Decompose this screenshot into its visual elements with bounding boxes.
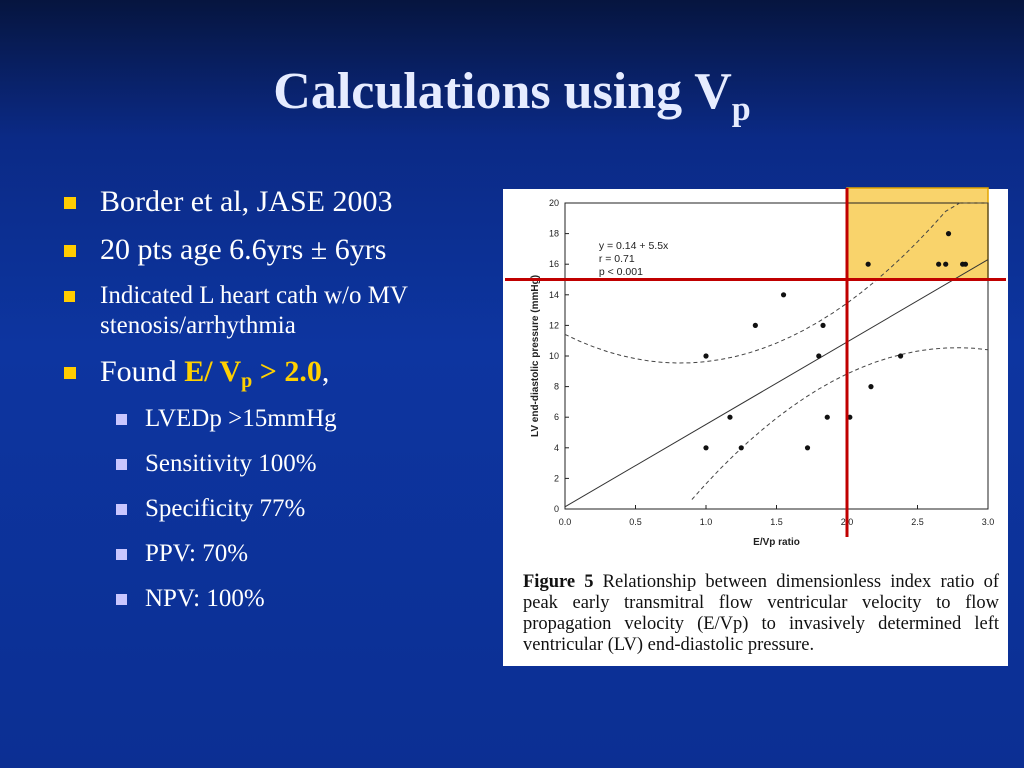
caption-label: Figure 5 — [523, 572, 594, 592]
data-point — [865, 261, 871, 267]
sub-bullet-4-text: PPV: 70% — [145, 540, 249, 567]
y-tick-label: 6 — [554, 412, 559, 422]
regression-annotation: y = 0.14 + 5.5x — [599, 240, 669, 252]
data-point — [780, 292, 787, 298]
sub-bullet-square-icon — [116, 594, 127, 605]
sub-bullet-4: PPV: 70% — [60, 539, 480, 569]
y-tick-label: 8 — [554, 382, 559, 392]
bullet-square-icon — [64, 197, 76, 209]
sub-bullet-square-icon — [116, 414, 127, 425]
regression-annotation: r = 0.71 — [599, 253, 635, 265]
data-point — [945, 231, 952, 237]
y-tick-label: 10 — [549, 351, 559, 361]
y-tick-label: 16 — [549, 259, 559, 269]
caption-text: Relationship between dimensionless index… — [523, 572, 999, 655]
sub-bullet-2-text: Sensitivity 100% — [145, 450, 317, 477]
upper-confidence-band — [564, 202, 988, 364]
x-tick-label: 0.5 — [629, 517, 642, 527]
slide-title: Calculations using Vp — [0, 62, 1024, 129]
sub-bullet-square-icon — [116, 459, 127, 470]
title-main: Calculations using V — [273, 63, 732, 120]
bullet-list: Border et al, JASE 2003 20 pts age 6.6yr… — [60, 185, 480, 629]
bullet-1: Border et al, JASE 2003 — [60, 185, 480, 219]
ratio-sub: p — [241, 370, 253, 392]
y-tick-label: 20 — [549, 198, 559, 208]
data-point — [824, 414, 830, 420]
lower-confidence-band — [691, 347, 989, 500]
sub-bullet-square-icon — [116, 549, 127, 560]
data-point — [804, 445, 811, 451]
bullet-4-suffix: , — [321, 355, 330, 388]
sub-bullet-5-text: NPV: 100% — [145, 585, 265, 612]
x-axis-label: E/Vp ratio — [753, 537, 800, 548]
figure-caption: Figure 5 Relationship between dimensionl… — [523, 572, 999, 656]
x-tick-label: 3.0 — [982, 517, 995, 527]
bullet-square-icon — [64, 291, 75, 302]
x-tick-label: 1.0 — [700, 517, 713, 527]
sub-bullet-1: LVEDp >15mmHg — [60, 404, 480, 434]
x-tick-label: 1.5 — [770, 517, 783, 527]
y-tick-label: 2 — [554, 473, 559, 483]
data-point — [816, 353, 822, 359]
data-point — [936, 261, 942, 267]
data-point — [820, 322, 826, 328]
bullet-1-text: Border et al, JASE 2003 — [100, 185, 393, 218]
bullet-3: Indicated L heart cath w/o MV stenosis/a… — [60, 281, 480, 341]
bullet-square-icon — [64, 245, 76, 257]
y-tick-label: 14 — [549, 290, 559, 300]
sub-bullet-2: Sensitivity 100% — [60, 449, 480, 479]
data-point — [752, 322, 758, 328]
y-tick-label: 12 — [549, 320, 559, 330]
ratio-threshold: > 2.0 — [252, 355, 322, 388]
bullet-2: 20 pts age 6.6yrs ± 6yrs — [60, 233, 480, 267]
ratio-main: E/ V — [184, 355, 242, 388]
sub-bullet-5: NPV: 100% — [60, 584, 480, 614]
bullet-3-text: Indicated L heart cath w/o MV stenosis/a… — [100, 282, 408, 339]
data-point — [738, 445, 744, 451]
data-point — [703, 445, 709, 451]
bullet-4-prefix: Found — [100, 355, 185, 388]
data-point — [943, 261, 949, 267]
regression-annotation: p < 0.001 — [599, 266, 643, 278]
x-tick-label: 0.0 — [559, 517, 572, 527]
y-tick-label: 18 — [549, 229, 559, 239]
x-tick-label: 2.5 — [911, 517, 924, 527]
sub-bullet-3-text: Specificity 77% — [145, 495, 306, 522]
data-point — [847, 414, 853, 420]
regression-line — [564, 259, 989, 508]
ratio-highlight: E/ Vp > 2.0 — [184, 355, 322, 392]
bullet-4: Found E/ Vp > 2.0, — [60, 355, 480, 398]
data-point — [727, 414, 733, 420]
data-point — [868, 384, 874, 390]
y-axis-label: LV end-diastolic pressure (mmHg) — [530, 275, 541, 437]
sub-bullet-1-text: LVEDp >15mmHg — [145, 405, 337, 432]
bullet-2-text: 20 pts age 6.6yrs ± 6yrs — [100, 233, 387, 266]
bullet-square-icon — [64, 367, 76, 379]
data-point — [703, 353, 709, 359]
sub-bullet-square-icon — [116, 504, 127, 515]
sub-bullet-3: Specificity 77% — [60, 494, 480, 524]
data-point — [897, 353, 904, 359]
y-tick-label: 4 — [554, 443, 559, 453]
title-sub: p — [731, 91, 751, 128]
y-tick-label: 0 — [554, 504, 559, 514]
data-point — [962, 261, 969, 267]
